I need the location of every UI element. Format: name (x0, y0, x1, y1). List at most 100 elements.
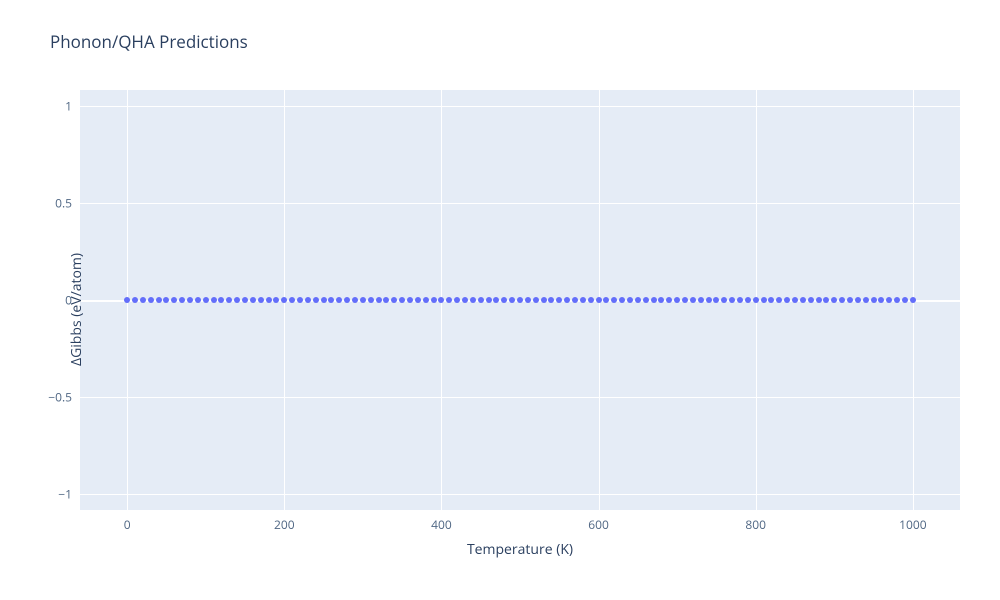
data-point[interactable] (847, 297, 853, 303)
data-point[interactable] (658, 297, 664, 303)
data-point[interactable] (855, 297, 861, 303)
data-point[interactable] (289, 297, 295, 303)
data-point[interactable] (187, 297, 193, 303)
data-point[interactable] (525, 297, 531, 303)
data-point[interactable] (886, 297, 892, 303)
data-point[interactable] (148, 297, 154, 303)
data-point[interactable] (454, 297, 460, 303)
data-point[interactable] (871, 297, 877, 303)
data-point[interactable] (674, 297, 680, 303)
data-point[interactable] (541, 297, 547, 303)
data-point[interactable] (737, 297, 743, 303)
data-point[interactable] (517, 297, 523, 303)
data-point[interactable] (548, 297, 554, 303)
data-point[interactable] (627, 297, 633, 303)
data-point[interactable] (478, 297, 484, 303)
data-point[interactable] (690, 297, 696, 303)
data-point[interactable] (823, 297, 829, 303)
data-point[interactable] (376, 297, 382, 303)
data-point[interactable] (698, 297, 704, 303)
data-point[interactable] (321, 297, 327, 303)
data-point[interactable] (729, 297, 735, 303)
data-point[interactable] (226, 297, 232, 303)
data-point[interactable] (423, 297, 429, 303)
plot-area[interactable]: −1−0.500.5102004006008001000 (80, 90, 960, 510)
data-point[interactable] (682, 297, 688, 303)
data-point[interactable] (391, 297, 397, 303)
data-point[interactable] (195, 297, 201, 303)
data-point[interactable] (863, 297, 869, 303)
data-point[interactable] (242, 297, 248, 303)
data-point[interactable] (328, 297, 334, 303)
data-point[interactable] (431, 297, 437, 303)
data-point[interactable] (383, 297, 389, 303)
data-point[interactable] (305, 297, 311, 303)
data-point[interactable] (588, 297, 594, 303)
data-point[interactable] (533, 297, 539, 303)
data-point[interactable] (132, 297, 138, 303)
data-point[interactable] (446, 297, 452, 303)
data-point[interactable] (399, 297, 405, 303)
data-point[interactable] (501, 297, 507, 303)
data-point[interactable] (171, 297, 177, 303)
data-point[interactable] (572, 297, 578, 303)
data-point[interactable] (493, 297, 499, 303)
data-point[interactable] (619, 297, 625, 303)
data-point[interactable] (878, 297, 884, 303)
data-point[interactable] (894, 297, 900, 303)
data-point[interactable] (438, 297, 444, 303)
data-point[interactable] (486, 297, 492, 303)
data-point[interactable] (203, 297, 209, 303)
data-point[interactable] (745, 297, 751, 303)
data-point[interactable] (792, 297, 798, 303)
data-point[interactable] (273, 297, 279, 303)
data-point[interactable] (352, 297, 358, 303)
data-point[interactable] (651, 297, 657, 303)
data-point[interactable] (250, 297, 256, 303)
data-point[interactable] (816, 297, 822, 303)
data-point[interactable] (776, 297, 782, 303)
data-point[interactable] (753, 297, 759, 303)
data-point[interactable] (910, 297, 916, 303)
data-point[interactable] (415, 297, 421, 303)
data-point[interactable] (462, 297, 468, 303)
data-point[interactable] (266, 297, 272, 303)
data-point[interactable] (808, 297, 814, 303)
data-point[interactable] (635, 297, 641, 303)
data-point[interactable] (218, 297, 224, 303)
data-point[interactable] (297, 297, 303, 303)
data-point[interactable] (831, 297, 837, 303)
data-point[interactable] (258, 297, 264, 303)
data-point[interactable] (509, 297, 515, 303)
data-point[interactable] (344, 297, 350, 303)
data-point[interactable] (784, 297, 790, 303)
data-point[interactable] (281, 297, 287, 303)
data-point[interactable] (336, 297, 342, 303)
data-point[interactable] (603, 297, 609, 303)
data-point[interactable] (313, 297, 319, 303)
data-point[interactable] (163, 297, 169, 303)
data-point[interactable] (211, 297, 217, 303)
data-point[interactable] (666, 297, 672, 303)
data-point[interactable] (124, 297, 130, 303)
data-point[interactable] (360, 297, 366, 303)
data-point[interactable] (580, 297, 586, 303)
data-point[interactable] (564, 297, 570, 303)
data-point[interactable] (839, 297, 845, 303)
data-point[interactable] (706, 297, 712, 303)
data-point[interactable] (368, 297, 374, 303)
data-point[interactable] (234, 297, 240, 303)
data-point[interactable] (713, 297, 719, 303)
data-point[interactable] (156, 297, 162, 303)
data-point[interactable] (140, 297, 146, 303)
data-point[interactable] (611, 297, 617, 303)
data-point[interactable] (721, 297, 727, 303)
data-point[interactable] (768, 297, 774, 303)
data-point[interactable] (470, 297, 476, 303)
data-point[interactable] (179, 297, 185, 303)
data-point[interactable] (556, 297, 562, 303)
data-point[interactable] (761, 297, 767, 303)
data-point[interactable] (902, 297, 908, 303)
data-point[interactable] (407, 297, 413, 303)
data-point[interactable] (596, 297, 602, 303)
